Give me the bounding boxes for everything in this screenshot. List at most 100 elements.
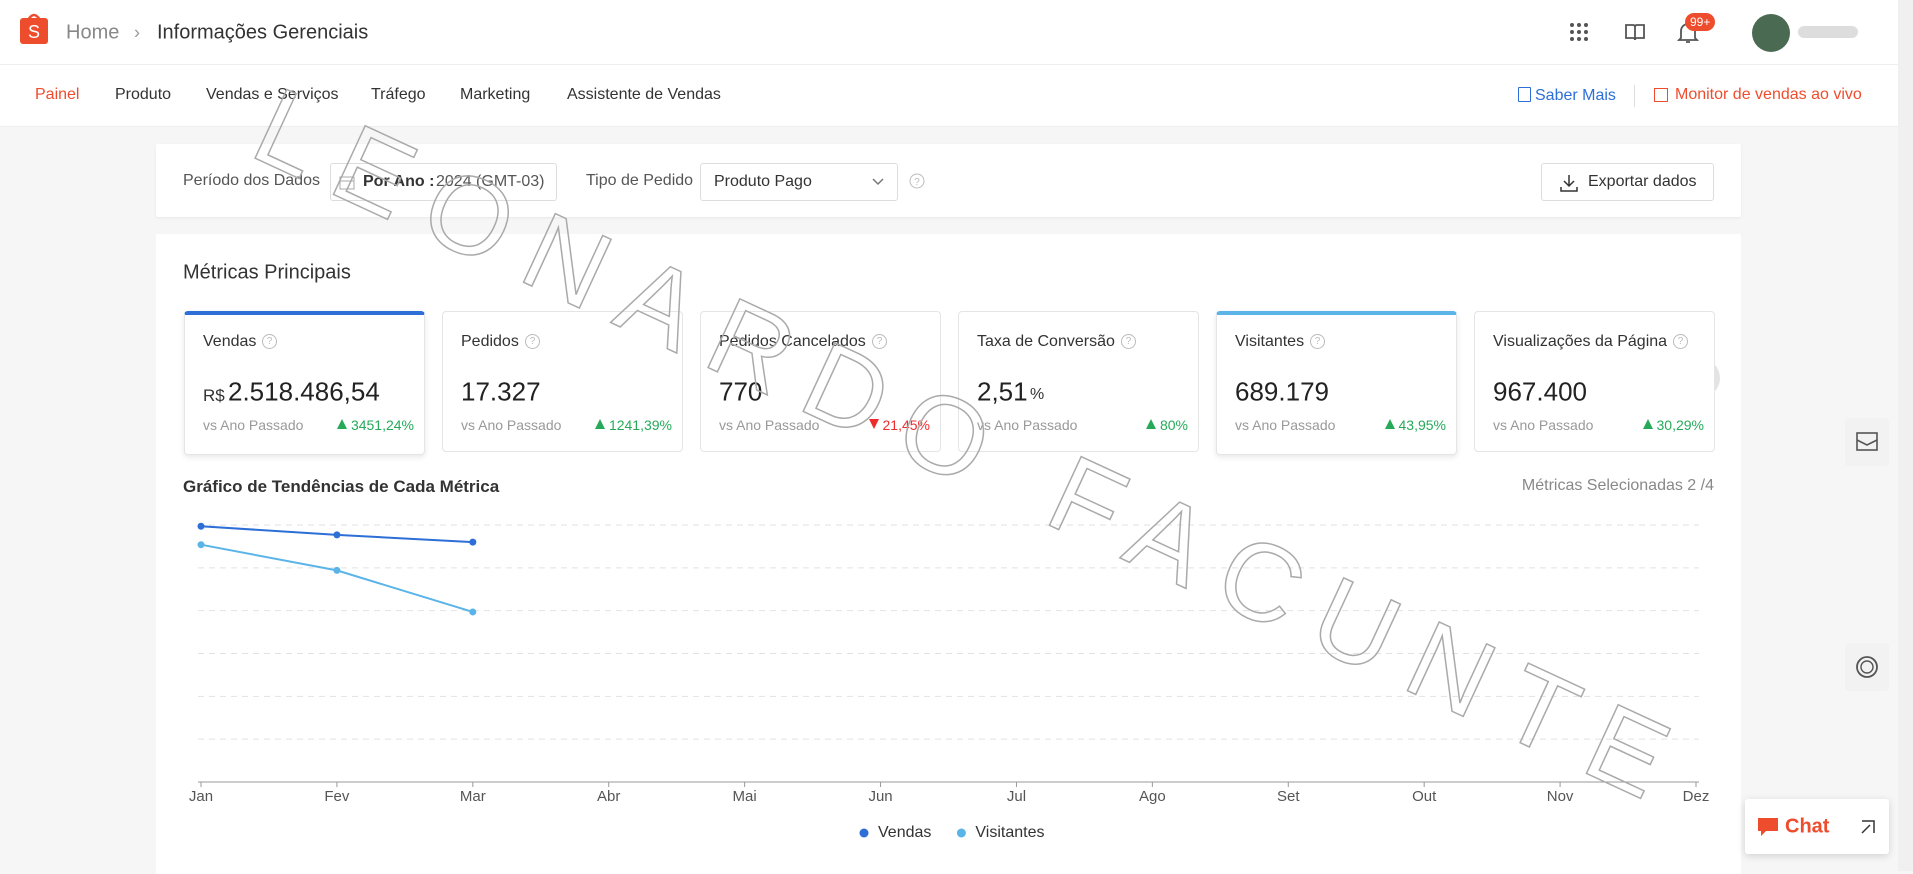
metric-name: Visualizações da Página xyxy=(1493,333,1668,350)
metric-card[interactable]: Vendas? R$ 2.518.486,54 vs Ano Passado 3451,… xyxy=(184,311,425,455)
data-point xyxy=(469,538,477,546)
metric-card[interactable]: Visualizações da Página? 967.400 vs Ano Pa… xyxy=(1474,311,1715,452)
x-tick-label: Out xyxy=(1412,788,1437,805)
notification-badge: 99+ xyxy=(1685,13,1716,31)
metric-value: 689.179 xyxy=(1235,376,1329,407)
logo[interactable]: S xyxy=(20,12,48,44)
user-name-blurred[interactable] xyxy=(1798,26,1858,38)
x-tick-label: Ago xyxy=(1139,788,1166,805)
metric-name: Vendas xyxy=(203,333,257,350)
legend-marker xyxy=(859,828,869,838)
nav-bar: Painel Produto Vendas e Serviços Tráfego Mar… xyxy=(0,65,1898,127)
data-point xyxy=(333,531,341,539)
nav-tab[interactable]: Vendas e Serviços xyxy=(206,86,339,103)
support-button[interactable] xyxy=(1845,643,1889,691)
period-value: 2024 (GMT-03) xyxy=(436,173,545,190)
metric-card[interactable]: Visitantes? 689.179 vs Ano Passado 43,95% xyxy=(1216,311,1457,455)
metric-card[interactable]: Pedidos Cancelados? 770 vs Ano Passado 21,4… xyxy=(700,311,941,452)
series-line xyxy=(200,543,474,613)
legend-label: Visitantes xyxy=(975,824,1044,841)
metric-name: Pedidos Cancelados xyxy=(719,333,866,350)
calendar-icon xyxy=(339,176,355,190)
nav-tab[interactable]: Tráfego xyxy=(371,86,426,103)
metric-name: Visitantes xyxy=(1235,333,1305,350)
avatar[interactable] xyxy=(1752,14,1790,52)
data-point xyxy=(197,541,205,549)
support-icon xyxy=(1856,656,1878,678)
x-tick-label: Jan xyxy=(189,788,213,805)
expand-icon[interactable] xyxy=(1859,818,1877,836)
x-tick-label: Mar xyxy=(460,788,486,805)
metric-change: 1241,39% xyxy=(608,417,672,433)
nav-tab[interactable]: Marketing xyxy=(460,86,531,103)
help-icon: ? xyxy=(262,334,277,349)
period-type: Por Ano : xyxy=(363,173,435,190)
x-tick-label: Dez xyxy=(1683,788,1710,805)
metric-value: 2.518.486,54 xyxy=(228,376,380,407)
chat-label: Chat xyxy=(1785,815,1830,838)
nav-tab[interactable]: Assistente de Vendas xyxy=(567,86,721,103)
breadcrumb-home[interactable]: Home xyxy=(66,21,120,44)
metrics-title: Métricas Principais xyxy=(183,261,351,284)
metric-value: 17.327 xyxy=(461,376,541,407)
change-arrow xyxy=(869,419,879,429)
data-point xyxy=(333,566,341,574)
help-icon: ? xyxy=(525,334,540,349)
svg-text:?: ? xyxy=(914,177,920,188)
scrollbar xyxy=(1898,0,1913,871)
export-button[interactable]: Exportar dados xyxy=(1541,163,1714,201)
saber-mais-link[interactable]: Saber Mais xyxy=(1535,87,1616,104)
help-icon[interactable]: ? xyxy=(908,172,926,190)
metric-change: 30,29% xyxy=(1656,417,1704,433)
metric-card[interactable]: Pedidos? 17.327 vs Ano Passado 1241,39% xyxy=(442,311,683,452)
help-icon: ? xyxy=(1673,334,1688,349)
metric-name: Taxa de Conversão xyxy=(977,333,1115,350)
export-label: Exportar dados xyxy=(1588,173,1697,190)
metric-card[interactable]: Taxa de Conversão? 2,51% vs Ano Passado 80% xyxy=(958,311,1199,452)
book-icon[interactable] xyxy=(1624,22,1646,42)
metric-compare: vs Ano Passado xyxy=(1493,417,1594,433)
order-value: Produto Pago xyxy=(714,173,812,190)
data-point xyxy=(469,608,477,616)
chat-icon xyxy=(1758,818,1778,836)
nav-tab[interactable]: Painel xyxy=(35,86,80,103)
period-picker[interactable]: Por Ano : 2024 (GMT-03) xyxy=(330,163,557,201)
metric-compare: vs Ano Passado xyxy=(203,417,304,433)
metric-compare: vs Ano Passado xyxy=(719,417,820,433)
x-tick-label: Jun xyxy=(868,788,892,805)
metric-change: 3451,24% xyxy=(350,417,414,433)
chat-widget[interactable]: Chat xyxy=(1745,799,1889,854)
messages-button[interactable] xyxy=(1845,418,1889,466)
change-arrow xyxy=(1385,419,1395,429)
nav-tab[interactable]: Produto xyxy=(115,86,172,103)
x-tick-label: Mai xyxy=(733,788,757,805)
x-tick-label: Set xyxy=(1277,788,1300,805)
change-arrow xyxy=(337,419,347,429)
help-icon: ? xyxy=(1310,334,1325,349)
divider xyxy=(1634,85,1635,107)
book-mini-icon xyxy=(1518,87,1531,102)
legend-label: Vendas xyxy=(878,824,931,841)
monitor-link[interactable]: Monitor de vendas ao vivo xyxy=(1675,86,1862,103)
metric-change: 43,95% xyxy=(1398,417,1446,433)
metric-value: 770 xyxy=(719,376,763,407)
order-select[interactable]: Produto Pago xyxy=(700,163,898,201)
metrics-card: Métricas Principais Gráfico de Tendência… xyxy=(156,234,1741,874)
x-tick-label: Abr xyxy=(597,788,620,805)
separator: › xyxy=(134,22,140,43)
apps-icon[interactable] xyxy=(1569,22,1589,42)
selected-count: Métricas Selecionadas 2 /4 xyxy=(1521,477,1714,494)
help-icon: ? xyxy=(1121,334,1136,349)
metric-change: 80% xyxy=(1159,417,1188,433)
data-point xyxy=(197,522,205,530)
metric-suffix: % xyxy=(1030,386,1045,403)
metric-value: 967.400 xyxy=(1493,376,1587,407)
x-tick-label: Nov xyxy=(1547,788,1574,805)
metric-change: 21,45% xyxy=(882,417,930,433)
order-label: Tipo de Pedido xyxy=(586,172,694,189)
x-tick-label: Jul xyxy=(1007,788,1026,805)
metric-value: 2,51 xyxy=(977,376,1028,407)
page-title: Informações Gerenciais xyxy=(157,21,369,44)
